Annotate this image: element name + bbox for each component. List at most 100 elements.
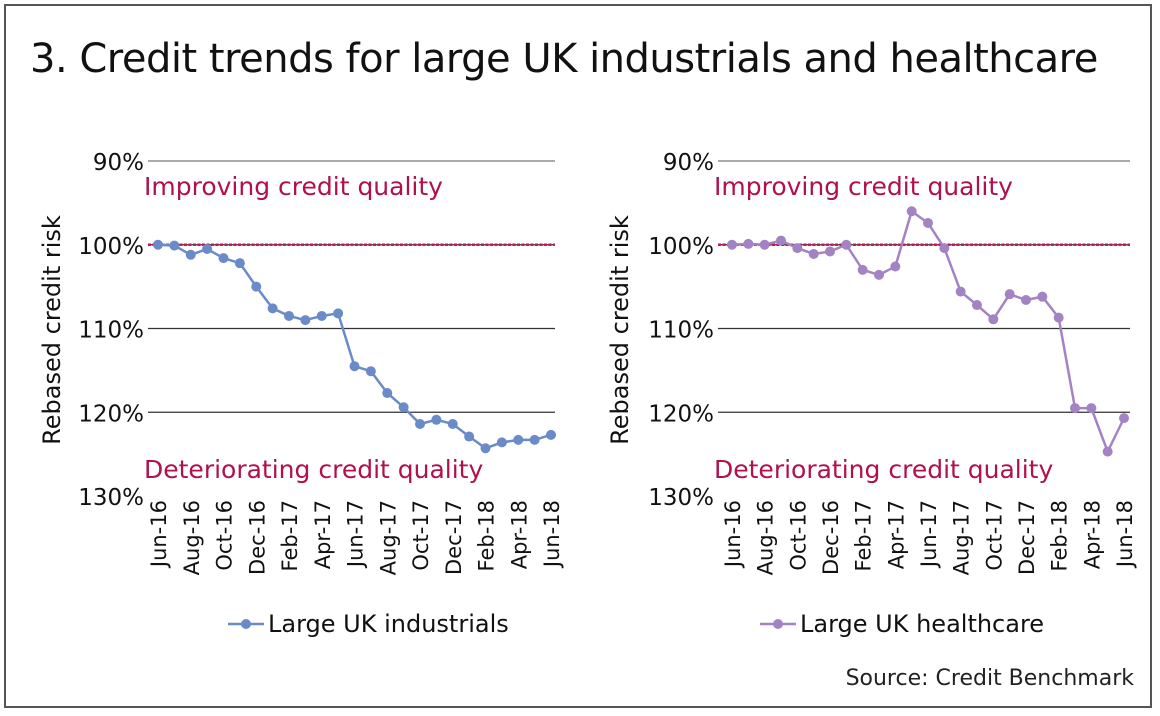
y-tick-label: 110% bbox=[78, 318, 144, 344]
x-tick-label: Oct-16 bbox=[786, 500, 810, 571]
x-tick-label: Apr-18 bbox=[507, 500, 531, 569]
data-point bbox=[251, 281, 262, 292]
x-tick-label: Apr-17 bbox=[311, 500, 335, 569]
data-point bbox=[1037, 291, 1048, 302]
y-axis-title: Rebased credit risk bbox=[606, 215, 634, 445]
x-tick-label: Aug-16 bbox=[180, 500, 204, 575]
data-point bbox=[169, 240, 180, 251]
data-point bbox=[398, 402, 409, 413]
data-point bbox=[825, 246, 835, 257]
legend-label: Large UK industrials bbox=[268, 610, 509, 638]
y-tick-label: 100% bbox=[78, 234, 144, 260]
data-point bbox=[923, 217, 933, 228]
x-tick-label: Aug-17 bbox=[950, 500, 974, 575]
data-point bbox=[890, 261, 901, 272]
y-tick-label: 110% bbox=[648, 318, 714, 344]
data-point bbox=[874, 269, 884, 280]
x-tick-label: Dec-16 bbox=[245, 500, 269, 575]
chart-frame bbox=[4, 4, 1152, 708]
x-tick-label: Feb-17 bbox=[852, 500, 876, 571]
annotation-improving: Improving credit quality bbox=[144, 172, 443, 201]
data-point bbox=[234, 258, 245, 269]
data-point bbox=[792, 243, 803, 254]
x-tick-label: Oct-17 bbox=[409, 500, 433, 571]
x-tick-label: Dec-16 bbox=[819, 500, 843, 575]
x-tick-label: Dec-17 bbox=[442, 500, 466, 575]
data-point bbox=[546, 429, 556, 440]
data-point bbox=[906, 206, 917, 217]
x-tick-label: Jun-16 bbox=[721, 500, 745, 569]
x-tick-label: Feb-17 bbox=[278, 500, 302, 571]
data-point bbox=[529, 434, 540, 445]
series-line bbox=[731, 209, 1126, 455]
x-tick-label: Jun-17 bbox=[917, 500, 941, 569]
data-point bbox=[415, 418, 425, 429]
x-tick-label: Apr-17 bbox=[884, 500, 908, 569]
legend-marker bbox=[773, 619, 783, 629]
y-tick-label: 90% bbox=[93, 150, 144, 176]
data-point bbox=[1070, 403, 1080, 414]
x-tick-label: Jun-16 bbox=[147, 500, 171, 569]
data-point bbox=[333, 308, 344, 319]
legend-label: Large UK healthcare bbox=[800, 610, 1044, 638]
x-tick-label: Feb-18 bbox=[1048, 500, 1072, 571]
data-point bbox=[447, 418, 458, 429]
data-point bbox=[316, 310, 327, 321]
data-point bbox=[496, 437, 507, 448]
x-tick-label: Jun-17 bbox=[344, 500, 368, 569]
x-tick-label: Aug-16 bbox=[754, 500, 778, 575]
data-point bbox=[365, 366, 376, 377]
data-point bbox=[218, 253, 229, 264]
data-point bbox=[480, 443, 491, 454]
data-point bbox=[759, 239, 770, 250]
data-point bbox=[1004, 289, 1015, 300]
annotation-deteriorating: Deteriorating credit quality bbox=[144, 455, 483, 484]
data-point bbox=[284, 310, 294, 321]
data-point bbox=[988, 314, 999, 325]
y-tick-label: 120% bbox=[648, 401, 714, 427]
x-tick-label: Oct-17 bbox=[982, 500, 1006, 571]
series-line bbox=[157, 243, 552, 450]
x-tick-label: Jun-18 bbox=[540, 500, 564, 569]
annotation-improving: Improving credit quality bbox=[714, 172, 1013, 201]
x-tick-label: Feb-18 bbox=[475, 500, 499, 571]
data-point bbox=[300, 315, 311, 326]
data-point bbox=[939, 243, 950, 254]
data-point bbox=[841, 239, 852, 250]
data-point bbox=[776, 235, 786, 246]
data-point bbox=[382, 387, 393, 398]
data-point bbox=[808, 248, 819, 259]
data-point bbox=[153, 239, 163, 250]
data-point bbox=[267, 303, 278, 314]
x-tick-label: Jun-18 bbox=[1113, 500, 1137, 569]
y-tick-label: 130% bbox=[78, 485, 144, 511]
legend-marker bbox=[241, 619, 251, 629]
chart-title: 3. Credit trends for large UK industrial… bbox=[30, 36, 1098, 82]
data-point bbox=[1021, 295, 1031, 306]
y-tick-label: 90% bbox=[663, 150, 714, 176]
data-point bbox=[349, 361, 360, 372]
data-point bbox=[1119, 413, 1129, 424]
data-point bbox=[727, 239, 737, 250]
data-point bbox=[431, 414, 442, 425]
data-point bbox=[955, 286, 966, 297]
data-point bbox=[1053, 312, 1064, 323]
x-tick-label: Apr-18 bbox=[1080, 500, 1104, 569]
y-tick-label: 130% bbox=[648, 485, 714, 511]
data-point bbox=[1102, 446, 1113, 457]
data-point bbox=[464, 431, 475, 442]
y-axis-title: Rebased credit risk bbox=[38, 215, 66, 445]
data-point bbox=[513, 434, 524, 445]
data-point bbox=[185, 249, 196, 260]
y-tick-label: 120% bbox=[78, 401, 144, 427]
x-tick-label: Oct-16 bbox=[213, 500, 237, 571]
data-point bbox=[972, 300, 982, 311]
data-point bbox=[743, 238, 754, 249]
annotation-deteriorating: Deteriorating credit quality bbox=[714, 455, 1053, 484]
source-note: Source: Credit Benchmark bbox=[845, 666, 1134, 691]
data-point bbox=[857, 264, 868, 275]
x-tick-label: Dec-17 bbox=[1015, 500, 1039, 575]
data-point bbox=[202, 243, 213, 254]
data-point bbox=[1086, 403, 1097, 414]
